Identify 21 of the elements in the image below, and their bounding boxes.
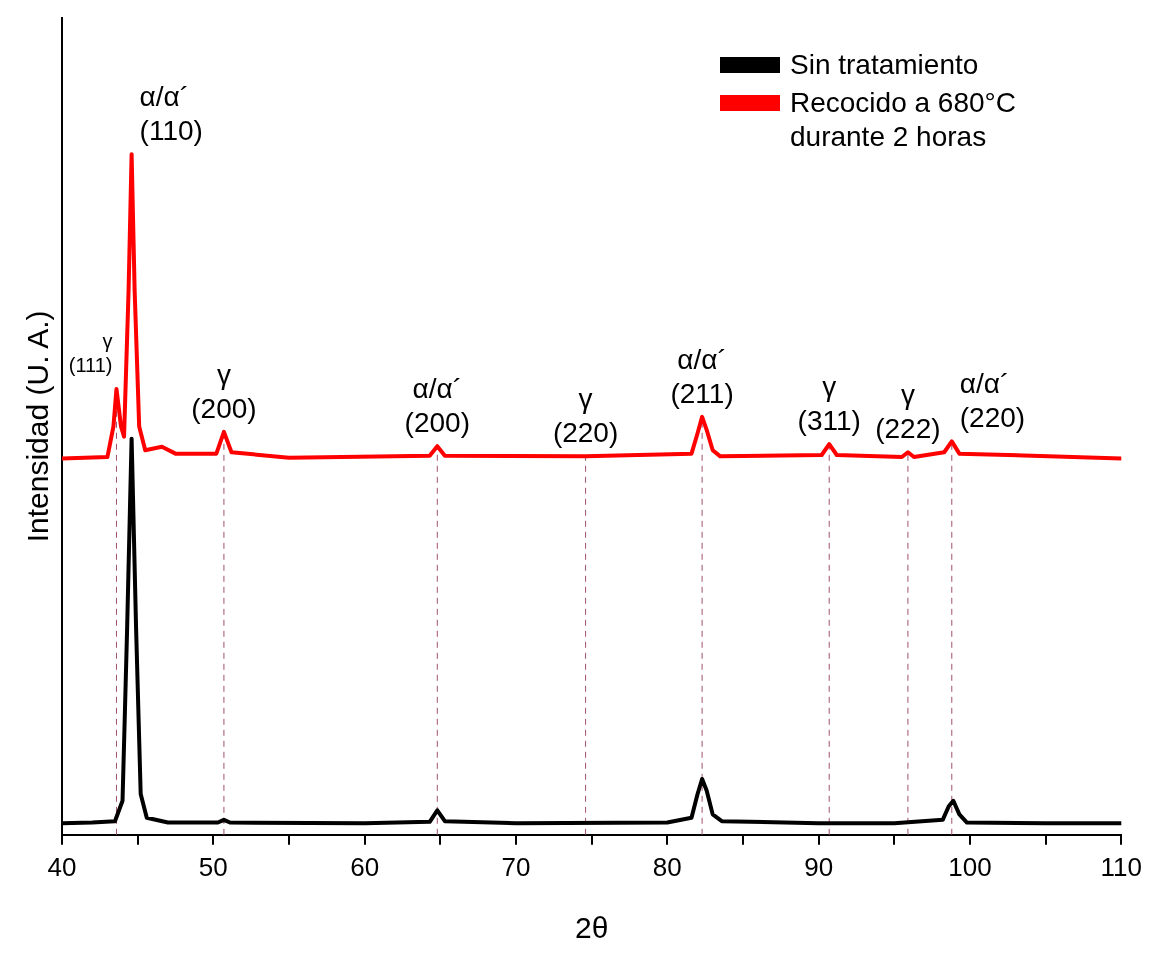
annotation: α/α´ (110) (139, 80, 203, 146)
annotation: γ (222) (875, 378, 941, 444)
x-tick-label: 90 (804, 851, 834, 882)
annotation: γ (311) (797, 370, 861, 436)
annotation: γ (111) (68, 330, 113, 377)
x-tick-label: 40 (47, 851, 77, 882)
annotation: α/α´ (211) (670, 343, 734, 409)
x-tick-label: 110 (1100, 851, 1142, 882)
y-axis-title: Intensidad (U. A.) (21, 310, 55, 543)
annotation: α/α´ (200) (404, 372, 470, 438)
x-tick-label: 80 (652, 851, 682, 882)
annotation: γ (200) (191, 358, 257, 424)
x-tick-label: 60 (350, 851, 380, 882)
x-tick-label: 70 (501, 851, 531, 882)
x-tick-label: 100 (948, 851, 992, 882)
x-tick-label: 50 (198, 851, 228, 882)
x-axis-title: 2θ (574, 911, 609, 945)
annotation: γ (220) (552, 383, 619, 449)
legend-label: Sin tratamiento (790, 48, 980, 82)
legend-label: Recocido a 680°C durante 2 horas (790, 86, 1017, 154)
annotation: α/α´ (220) (959, 368, 1026, 434)
